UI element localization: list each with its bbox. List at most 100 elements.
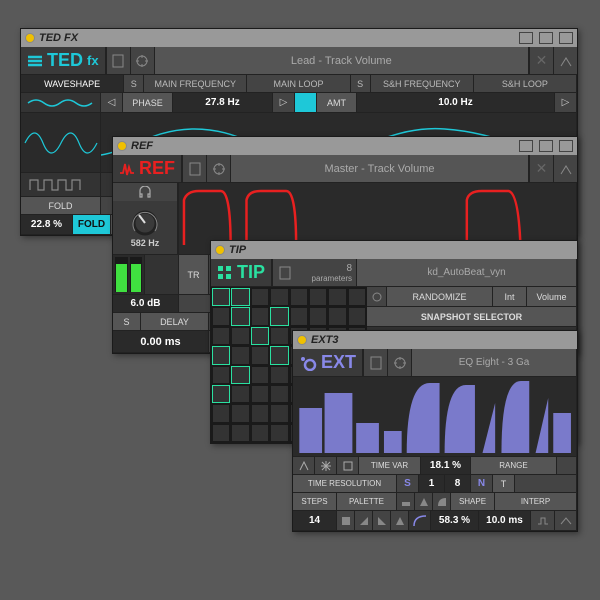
ext-track[interactable]: EQ Eight - 3 Ga [411, 349, 577, 376]
grid-cell[interactable] [270, 288, 288, 306]
snowflake-icon[interactable] [315, 457, 337, 474]
int-button[interactable]: Int [493, 287, 527, 306]
randomize-button[interactable]: RANDOMIZE [387, 287, 493, 306]
doc-icon[interactable] [182, 155, 206, 182]
tip-titlebar[interactable]: TIP [211, 241, 577, 259]
expand-icon[interactable] [553, 47, 577, 74]
grid-cell[interactable] [212, 424, 230, 442]
grid-cell[interactable] [231, 288, 249, 306]
sh1[interactable] [337, 511, 355, 530]
t-button[interactable]: T [493, 475, 515, 492]
shape-curve[interactable] [409, 511, 431, 530]
waveshape-graph[interactable] [21, 113, 101, 172]
phase-value[interactable]: 27.8 Hz [173, 93, 273, 112]
volume-button[interactable]: Volume [527, 287, 577, 306]
power-icon[interactable] [117, 141, 127, 151]
interp2[interactable] [555, 511, 577, 530]
tedfx-track[interactable]: Lead - Track Volume [154, 47, 529, 74]
expand-icon[interactable] [553, 155, 577, 182]
s-button[interactable]: S [113, 313, 141, 330]
shape-pct[interactable]: 58.3 % [431, 511, 479, 530]
grid-cell[interactable] [251, 346, 269, 364]
grid-cell[interactable] [290, 288, 308, 306]
close-icon[interactable]: ✕ [529, 155, 553, 182]
tab-shloop[interactable]: S&H LOOP [474, 75, 577, 92]
fold-button[interactable]: FOLD [73, 215, 111, 234]
phase-next[interactable]: ▷ [273, 93, 295, 112]
doc-icon[interactable] [363, 349, 387, 376]
grid-cell[interactable] [251, 327, 269, 345]
grid-cell[interactable] [212, 404, 230, 422]
pal3[interactable] [433, 493, 451, 510]
grid-cell[interactable] [231, 327, 249, 345]
ext-titlebar[interactable]: EXT3 [293, 331, 577, 349]
grid-cell[interactable] [251, 288, 269, 306]
interp1[interactable] [531, 511, 555, 530]
ref-track[interactable]: Master - Track Volume [230, 155, 529, 182]
grid-cell[interactable] [348, 307, 366, 325]
grid-cell[interactable] [251, 307, 269, 325]
pal1[interactable] [397, 493, 415, 510]
target-icon[interactable] [206, 155, 230, 182]
help-icon[interactable] [539, 32, 553, 44]
amt-value[interactable]: 10.0 Hz [357, 93, 555, 112]
grid-cell[interactable] [270, 307, 288, 325]
wave-display1[interactable] [21, 93, 101, 112]
ext-graph[interactable] [293, 377, 577, 456]
tip-preset[interactable]: kd_AutoBeat_vyn [356, 259, 577, 286]
sh2[interactable] [355, 511, 373, 530]
wave-display2[interactable] [21, 173, 101, 196]
grid-cell[interactable] [270, 346, 288, 364]
grid-cell[interactable] [328, 288, 346, 306]
eight-value[interactable]: 8 [445, 475, 471, 492]
doc-icon[interactable] [106, 47, 130, 74]
tab-shfreq[interactable]: S&H FREQUENCY [371, 75, 474, 92]
icon3[interactable] [337, 457, 359, 474]
grid-cell[interactable] [212, 346, 230, 364]
power-icon[interactable] [25, 33, 35, 43]
save-icon[interactable] [519, 140, 533, 152]
wave-prev[interactable]: ◁ [101, 93, 123, 112]
s-button[interactable]: S [397, 475, 419, 492]
grid-cell[interactable] [270, 366, 288, 384]
grid-cell[interactable] [231, 346, 249, 364]
grid-cell[interactable] [251, 385, 269, 403]
fold-pct[interactable]: 22.8 % [21, 215, 73, 234]
gain-value[interactable]: 6.0 dB [113, 295, 179, 312]
headphone-icon[interactable] [113, 183, 178, 201]
collapse-icon[interactable] [559, 140, 573, 152]
range-val[interactable] [557, 457, 577, 474]
shape-ms[interactable]: 10.0 ms [479, 511, 531, 530]
grid-cell[interactable] [348, 288, 366, 306]
grid-cell[interactable] [251, 424, 269, 442]
tab-waveshape[interactable]: WAVESHAPE [21, 75, 124, 92]
one-value[interactable]: 1 [419, 475, 445, 492]
help-icon[interactable] [539, 140, 553, 152]
target-icon[interactable] [130, 47, 154, 74]
tedfx-titlebar[interactable]: TED FX [21, 29, 577, 47]
n-button[interactable]: N [471, 475, 493, 492]
grid-cell[interactable] [212, 327, 230, 345]
ref-titlebar[interactable]: REF [113, 137, 577, 155]
grid-cell[interactable] [212, 307, 230, 325]
grid-cell[interactable] [231, 424, 249, 442]
grid-cell[interactable] [212, 385, 230, 403]
grid-cell[interactable] [231, 404, 249, 422]
collapse-icon[interactable] [559, 32, 573, 44]
grid-cell[interactable] [212, 288, 230, 306]
amt-next[interactable]: ▷ [555, 93, 577, 112]
pal2[interactable] [415, 493, 433, 510]
randomize-toggle[interactable] [367, 287, 387, 306]
freq-knob[interactable]: 582 Hz [113, 201, 178, 254]
grid-cell[interactable] [309, 307, 327, 325]
delay-value[interactable]: 0.00 ms [113, 331, 209, 352]
grid-cell[interactable] [231, 307, 249, 325]
save-icon[interactable] [519, 32, 533, 44]
grid-cell[interactable] [270, 424, 288, 442]
amt-toggle[interactable] [295, 93, 317, 112]
sh4[interactable] [391, 511, 409, 530]
target-icon[interactable] [387, 349, 411, 376]
close-icon[interactable]: ✕ [529, 47, 553, 74]
tab-s1[interactable]: S [124, 75, 144, 92]
grid-cell[interactable] [309, 288, 327, 306]
